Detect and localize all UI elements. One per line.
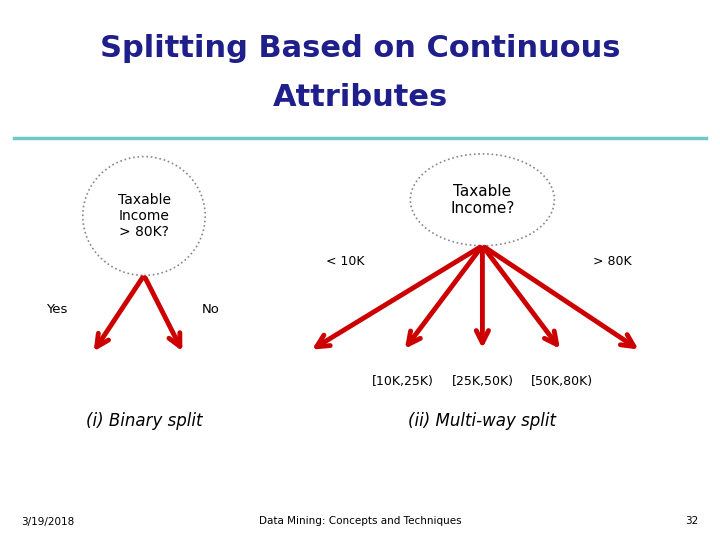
Text: (ii) Multi-way split: (ii) Multi-way split xyxy=(408,412,557,430)
Text: No: No xyxy=(202,302,220,316)
Text: (i) Binary split: (i) Binary split xyxy=(86,412,202,430)
Text: Data Mining: Concepts and Techniques: Data Mining: Concepts and Techniques xyxy=(258,516,462,526)
Text: < 10K: < 10K xyxy=(326,255,365,268)
Text: Yes: Yes xyxy=(45,302,67,316)
Text: 32: 32 xyxy=(685,516,698,526)
Text: Splitting Based on Continuous: Splitting Based on Continuous xyxy=(100,34,620,63)
Text: 3/19/2018: 3/19/2018 xyxy=(22,516,75,526)
Text: Taxable
Income?: Taxable Income? xyxy=(450,184,515,216)
Text: [50K,80K): [50K,80K) xyxy=(531,375,593,388)
Text: > 80K: > 80K xyxy=(593,255,631,268)
Text: Taxable
Income
> 80K?: Taxable Income > 80K? xyxy=(117,193,171,239)
Text: [10K,25K): [10K,25K) xyxy=(372,375,434,388)
Text: Attributes: Attributes xyxy=(272,83,448,112)
Text: [25K,50K): [25K,50K) xyxy=(451,375,513,388)
